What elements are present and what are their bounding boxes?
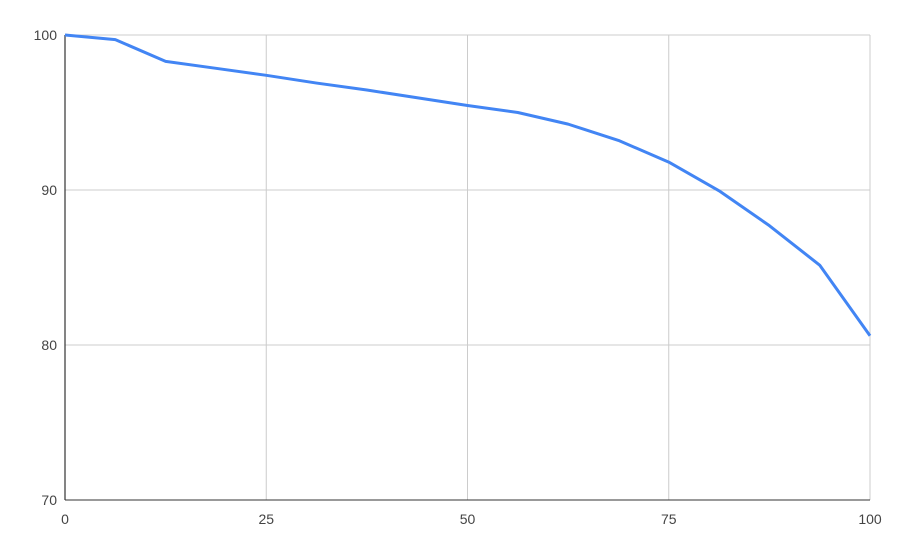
x-tick-label: 75 [661, 511, 677, 527]
series-line [64, 33, 872, 337]
x-tick-label: 0 [61, 511, 69, 527]
x-tick-label: 25 [258, 511, 274, 527]
tick-labels: 0 25 50 75 100 70 80 90 100 [34, 27, 882, 527]
gridlines [64, 34, 871, 501]
x-tick-label: 100 [858, 511, 882, 527]
x-tick-label: 50 [460, 511, 476, 527]
y-tick-label: 90 [41, 182, 57, 198]
y-tick-label: 70 [41, 492, 57, 508]
series-group [64, 33, 872, 337]
y-tick-label: 80 [41, 337, 57, 353]
y-tick-label: 100 [34, 27, 58, 43]
